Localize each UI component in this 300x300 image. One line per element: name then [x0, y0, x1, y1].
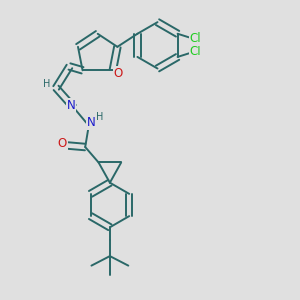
Text: O: O — [57, 137, 67, 150]
Text: N: N — [67, 99, 75, 112]
Text: Cl: Cl — [190, 45, 201, 58]
Text: N: N — [87, 116, 96, 129]
Text: O: O — [113, 67, 123, 80]
Text: H: H — [44, 79, 51, 89]
Text: Cl: Cl — [190, 32, 201, 45]
Text: H: H — [96, 112, 104, 122]
